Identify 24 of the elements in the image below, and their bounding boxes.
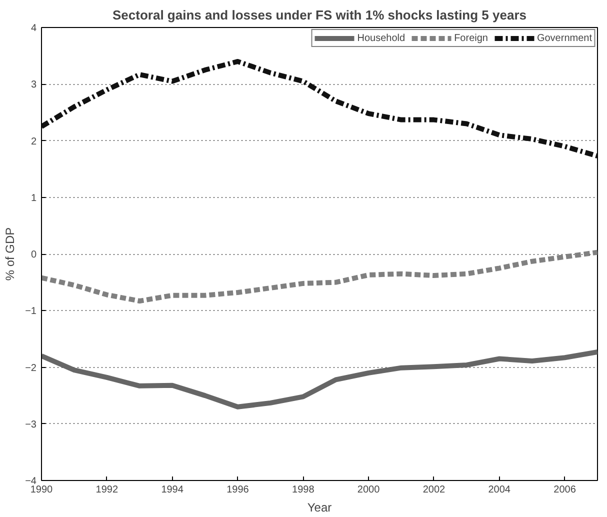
y-tick-label: 2 — [30, 136, 37, 148]
x-tick-label: 1996 — [226, 484, 250, 496]
x-axis-title: Year — [307, 500, 332, 514]
y-tick-label: 1 — [30, 192, 37, 204]
y-tick-label: 4 — [30, 23, 37, 34]
x-tick-label: 2006 — [554, 484, 576, 496]
legend-label: Government — [536, 32, 592, 44]
legend-label: Foreign — [454, 32, 488, 44]
y-tick-label: −1 — [25, 306, 37, 318]
x-tick-label: 1990 — [30, 484, 54, 496]
x-tick-label: 2004 — [488, 484, 511, 496]
chart-title: Sectoral gains and losses under FS with 1% shocks lasting 5 years — [112, 8, 526, 22]
y-tick-label: −4 — [25, 476, 37, 487]
x-tick-label: 1994 — [161, 484, 184, 496]
x-tick-label: 2000 — [357, 484, 380, 496]
y-tick-label: −2 — [25, 362, 37, 374]
legend-label: Household — [357, 32, 406, 44]
x-tick-label: 2002 — [422, 484, 446, 496]
y-axis-title: % of GDP — [3, 227, 18, 281]
y-tick-label: 3 — [30, 80, 37, 91]
x-tick-label: 1992 — [96, 484, 118, 496]
y-tick-label: −3 — [25, 419, 37, 430]
y-tick-label: 0 — [30, 250, 37, 260]
x-tick-label: 1998 — [292, 484, 315, 496]
